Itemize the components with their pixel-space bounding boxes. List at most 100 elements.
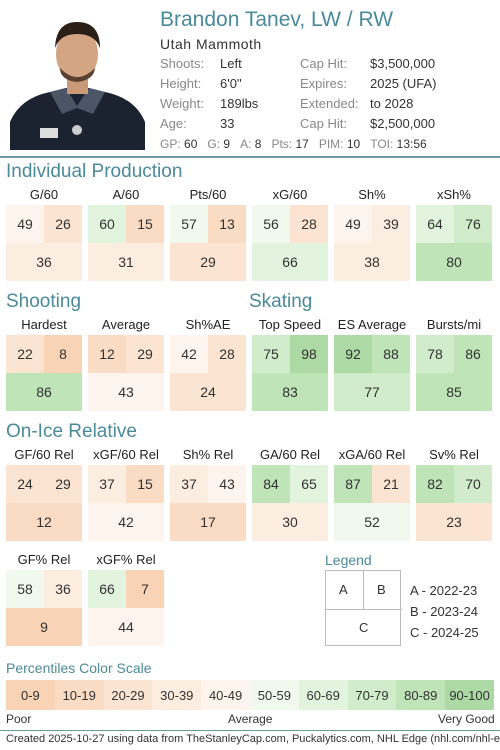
scale-bin: 30-39 [152, 680, 202, 710]
percentile-cell-c: 77 [334, 373, 410, 411]
percentile-cell-b: 29 [44, 465, 82, 503]
percentile-cell-b: 86 [454, 335, 492, 373]
percentile-cell-c: 9 [6, 608, 82, 646]
metric-label: Bursts/mi [426, 317, 482, 332]
legend-diagram: A B C [325, 570, 402, 646]
contract-key: Expires: [300, 76, 347, 91]
bio-key: Height: [160, 76, 202, 91]
contract-value: to 2028 [370, 96, 414, 111]
metric-label: Pts/60 [189, 187, 227, 202]
scale-bin: 10-19 [54, 680, 104, 710]
percentile-cell-a: 12 [88, 335, 126, 373]
percentile-cell-c: 86 [6, 373, 82, 411]
legend-season-c: C - 2024-25 [410, 625, 479, 640]
percentile-scale: 0-9 10-19 20-29 30-39 40-49 50-59 60-69 70-79 80… [6, 680, 494, 710]
percentile-cell-c: 38 [334, 243, 410, 281]
metric-label: Sv% Rel [429, 447, 479, 462]
stat-key: Pts: [271, 137, 293, 151]
contract-value: $2,500,000 [370, 116, 436, 131]
percentile-cell-a: 60 [88, 205, 126, 243]
percentile-cell-b: 15 [126, 465, 164, 503]
percentile-cell-b: 8 [44, 335, 82, 373]
scale-bin: 40-49 [201, 680, 250, 710]
percentile-cell-b: 70 [454, 465, 492, 503]
legend-title: Legend [325, 552, 372, 568]
metric-label: Sh%AE [185, 317, 231, 332]
scale-bin: 60-69 [298, 680, 348, 710]
season-statline: GP: 60 G: 9 A: 8 Pts: 17 PIM: 10 TOI: 13:56 [160, 137, 437, 151]
stat-key: A: [240, 137, 252, 151]
percentile-cell-a: 37 [170, 465, 208, 503]
percentile-cell-b: 28 [290, 205, 328, 243]
metric-label: Top Speed [258, 317, 322, 332]
percentile-cell-c: 23 [416, 503, 492, 541]
bio-value: 189lbs [220, 96, 259, 111]
bio-value: Left [220, 56, 242, 71]
percentile-cell-b: 15 [126, 205, 164, 243]
percentile-cell-a: 57 [170, 205, 208, 243]
metric-label: xG/60 [272, 187, 308, 202]
section-skating: Skating [249, 291, 313, 312]
scale-very-good-label: Very Good [438, 712, 495, 726]
percentile-cell-c: 29 [170, 243, 246, 281]
percentile-cell-c: 83 [252, 373, 328, 411]
percentile-cell-c: 36 [6, 243, 82, 281]
footer-credits: Created 2025-10-27 using data from TheSt… [6, 733, 500, 745]
percentile-cell-b: 21 [372, 465, 410, 503]
bio-key: Age: [160, 116, 187, 131]
percentile-cell-a: 37 [88, 465, 126, 503]
contract-value: 2025 (UFA) [370, 76, 437, 91]
metric-label: xGF/60 Rel [93, 447, 159, 462]
percentile-cell-a: 66 [88, 570, 126, 608]
percentile-cell-b: 76 [454, 205, 492, 243]
metric-label: Average [101, 317, 151, 332]
percentile-cell-b: 39 [372, 205, 410, 243]
percentile-cell-c: 42 [88, 503, 164, 541]
percentile-cell-a: 87 [334, 465, 372, 503]
player-name: Brandon Tanev, LW / RW [160, 8, 394, 31]
percentile-cell-c: 12 [6, 503, 82, 541]
percentile-cell-c: 80 [416, 243, 492, 281]
contract-key: Cap Hit: [300, 116, 347, 131]
percentile-cell-a: 64 [416, 205, 454, 243]
metric-label: ES Average [337, 317, 407, 332]
percentile-cell-c: 43 [88, 373, 164, 411]
stat-value: 17 [295, 137, 309, 151]
percentile-cell-b: 88 [372, 335, 410, 373]
player-headshot-icon [10, 22, 145, 150]
percentile-cell-c: 66 [252, 243, 328, 281]
scale-bin: 90-100 [445, 680, 494, 710]
percentile-cell-c: 52 [334, 503, 410, 541]
metric-label: Sh% Rel [182, 447, 234, 462]
metric-label: GF% Rel [17, 552, 71, 567]
metric-label: Hardest [21, 317, 67, 332]
metric-label: A/60 [112, 187, 140, 202]
percentile-cell-b: 28 [208, 335, 246, 373]
percentile-cell-b: 36 [44, 570, 82, 608]
percentile-cell-a: 84 [252, 465, 290, 503]
percentile-cell-a: 92 [334, 335, 372, 373]
scale-bin: 0-9 [6, 680, 55, 710]
scale-title: Percentiles Color Scale [6, 660, 152, 676]
percentile-cell-c: 85 [416, 373, 492, 411]
percentile-cell-c: 24 [170, 373, 246, 411]
stat-value: 10 [346, 137, 361, 151]
percentile-cell-a: 49 [6, 205, 44, 243]
scale-bin: 70-79 [347, 680, 397, 710]
contract-key: Extended: [300, 96, 359, 111]
section-individual-production: Individual Production [6, 161, 183, 182]
stat-key: TOI: [370, 137, 394, 151]
percentile-cell-a: 42 [170, 335, 208, 373]
metric-label: GF/60 Rel [14, 447, 74, 462]
bio-value: 6'0" [220, 76, 242, 91]
scale-bin: 20-29 [103, 680, 153, 710]
legend-cell-a: A [339, 582, 348, 597]
percentile-cell-a: 56 [252, 205, 290, 243]
scale-bin: 80-89 [396, 680, 446, 710]
legend-seasons: A - 2022-23 B - 2023-24 C - 2024-25 [410, 580, 479, 643]
percentile-cell-a: 24 [6, 465, 44, 503]
bio-key: Weight: [160, 96, 204, 111]
metric-label: GA/60 Rel [260, 447, 320, 462]
percentile-cell-a: 75 [252, 335, 290, 373]
percentile-cell-b: 26 [44, 205, 82, 243]
